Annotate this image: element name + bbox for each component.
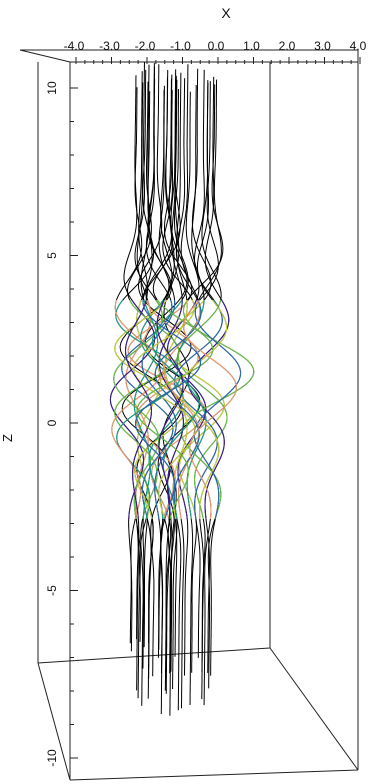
field-line-twist-segment bbox=[187, 299, 230, 520]
box-edge bbox=[37, 662, 71, 781]
field-line-twist-segment bbox=[179, 299, 228, 520]
x-tick-label: -1.0 bbox=[170, 39, 191, 53]
box-edge bbox=[69, 769, 359, 781]
field-line-twist-segment bbox=[114, 299, 186, 520]
field-line bbox=[121, 64, 192, 677]
x-tick-label: 3.0 bbox=[314, 39, 331, 53]
field-lines bbox=[109, 62, 255, 716]
z-tick-label: 0 bbox=[45, 419, 59, 426]
field-line-twist-segment bbox=[124, 299, 153, 520]
bounding-box bbox=[19, 49, 359, 781]
box-edge bbox=[37, 647, 271, 664]
field-line-twist-segment bbox=[156, 299, 184, 520]
field-line-twist-segment bbox=[134, 300, 202, 520]
field-line-twist-segment bbox=[180, 299, 255, 520]
x-tick-label: 0.0 bbox=[208, 39, 225, 53]
field-line-twist-segment bbox=[177, 299, 228, 520]
field-line-twist-segment bbox=[132, 299, 196, 520]
x-tick-label: -2.0 bbox=[135, 39, 156, 53]
field-line-twist-segment bbox=[113, 299, 164, 520]
field-line-twist-segment bbox=[121, 299, 174, 520]
z-tick-label: -10 bbox=[45, 749, 59, 767]
x-axis-label: X bbox=[221, 5, 231, 21]
z-tick-labels: 10 5 0 -5 -10 bbox=[45, 81, 59, 767]
field-line-twist-segment bbox=[111, 299, 165, 520]
field-line-twist-segment bbox=[136, 299, 214, 520]
field-line-twist-segment bbox=[114, 299, 180, 520]
x-tick-labels: -4.0 -3.0 -2.0 -1.0 0.0 1.0 2.0 3.0 4.0 bbox=[64, 39, 367, 53]
field-line-twist-segment bbox=[133, 299, 159, 520]
box-edge bbox=[19, 49, 71, 63]
field-line-twist-segment bbox=[173, 299, 223, 520]
z-tick-label: 5 bbox=[45, 252, 59, 259]
field-line-twist-segment bbox=[163, 299, 225, 520]
z-tick-marks bbox=[70, 87, 78, 759]
x-tick-label: -4.0 bbox=[64, 39, 85, 53]
box-edge bbox=[269, 647, 359, 771]
x-tick-label: 4.0 bbox=[350, 39, 367, 53]
x-tick-marks bbox=[75, 57, 361, 64]
field-line-twist-segment bbox=[183, 299, 238, 520]
x-tick-label: 1.0 bbox=[243, 39, 260, 53]
x-tick-label: 2.0 bbox=[279, 39, 296, 53]
z-tick-label: 10 bbox=[45, 81, 59, 95]
x-tick-label: -3.0 bbox=[99, 39, 120, 53]
z-tick-label: -5 bbox=[45, 585, 59, 596]
field-line-twist-segment bbox=[193, 299, 242, 520]
z-axis-label: Z bbox=[0, 434, 15, 442]
